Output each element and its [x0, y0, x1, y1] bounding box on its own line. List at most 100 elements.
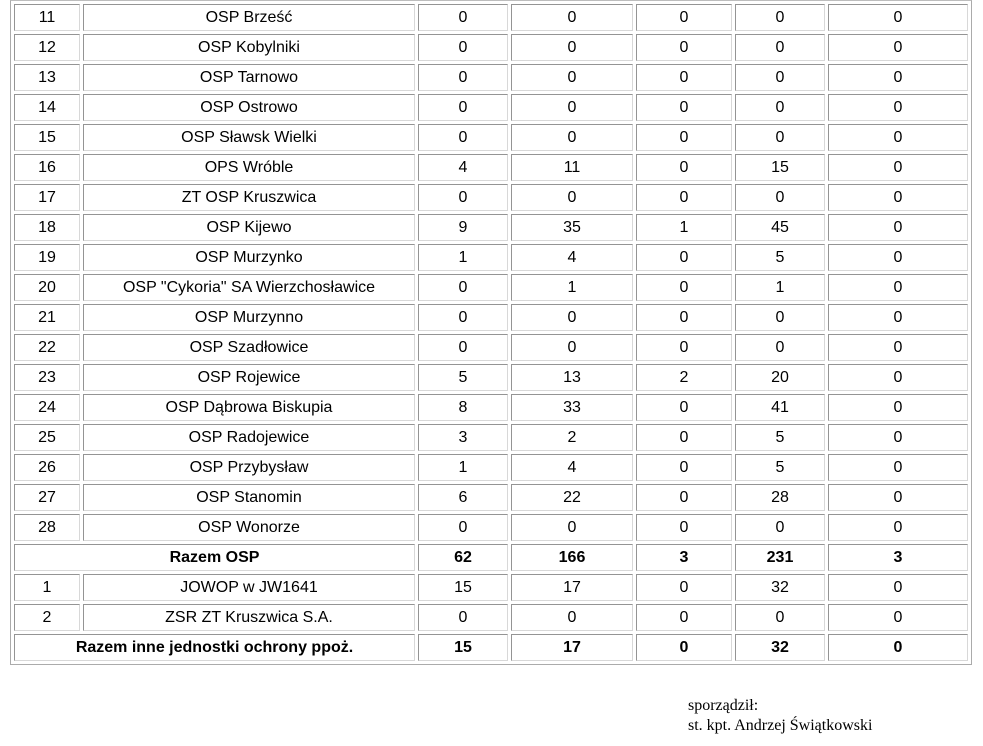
value-cell: 22: [511, 484, 633, 511]
value-cell: 0: [735, 304, 825, 331]
value-cell: 2: [511, 424, 633, 451]
value-cell: 0: [828, 334, 968, 361]
value-cell: 3: [636, 544, 732, 571]
value-cell: 3: [828, 544, 968, 571]
value-cell: 13: [511, 364, 633, 391]
total-label-cell: Razem OSP: [14, 544, 415, 571]
value-cell: 5: [735, 454, 825, 481]
row-number-cell: 25: [14, 424, 80, 451]
table-row: 1 JOWOP w JW1641 15 17 0 32 0: [14, 574, 968, 601]
row-number-cell: 12: [14, 34, 80, 61]
value-cell: 15: [418, 574, 508, 601]
value-cell: 0: [735, 124, 825, 151]
value-cell: 0: [828, 124, 968, 151]
row-number-cell: 17: [14, 184, 80, 211]
value-cell: 0: [636, 334, 732, 361]
value-cell: 0: [828, 34, 968, 61]
value-cell: 28: [735, 484, 825, 511]
value-cell: 0: [735, 604, 825, 631]
table-body: 11 OSP Brześć 0 0 0 0 0 12 OSP Kobylniki…: [14, 4, 968, 661]
value-cell: 0: [828, 634, 968, 661]
value-cell: 0: [735, 64, 825, 91]
value-cell: 0: [511, 334, 633, 361]
value-cell: 0: [636, 4, 732, 31]
fire-units-report-table: 11 OSP Brześć 0 0 0 0 0 12 OSP Kobylniki…: [10, 0, 972, 665]
table-row: 23 OSP Rojewice 5 13 2 20 0: [14, 364, 968, 391]
row-number-cell: 16: [14, 154, 80, 181]
table-row: 20 OSP "Cykoria" SA Wierzchosławice 0 1 …: [14, 274, 968, 301]
total-row: Razem OSP 62 166 3 231 3: [14, 544, 968, 571]
value-cell: 0: [418, 124, 508, 151]
value-cell: 3: [418, 424, 508, 451]
table-row: 2 ZSR ZT Kruszwica S.A. 0 0 0 0 0: [14, 604, 968, 631]
value-cell: 0: [636, 304, 732, 331]
value-cell: 0: [636, 94, 732, 121]
total-label-cell: Razem inne jednostki ochrony ppoż.: [14, 634, 415, 661]
unit-name-cell: JOWOP w JW1641: [83, 574, 415, 601]
unit-name-cell: OSP Przybysław: [83, 454, 415, 481]
value-cell: 20: [735, 364, 825, 391]
table-row: 27 OSP Stanomin 6 22 0 28 0: [14, 484, 968, 511]
value-cell: 0: [636, 484, 732, 511]
value-cell: 0: [828, 304, 968, 331]
value-cell: 5: [418, 364, 508, 391]
value-cell: 0: [735, 4, 825, 31]
table-row: 28 OSP Wonorze 0 0 0 0 0: [14, 514, 968, 541]
table-row: 22 OSP Szadłowice 0 0 0 0 0: [14, 334, 968, 361]
value-cell: 0: [636, 64, 732, 91]
prepared-by-label: sporządził:: [688, 697, 759, 714]
table-row: 12 OSP Kobylniki 0 0 0 0 0: [14, 34, 968, 61]
value-cell: 0: [418, 4, 508, 31]
value-cell: 0: [828, 4, 968, 31]
row-number-cell: 28: [14, 514, 80, 541]
unit-name-cell: ZT OSP Kruszwica: [83, 184, 415, 211]
value-cell: 0: [636, 604, 732, 631]
value-cell: 0: [418, 604, 508, 631]
value-cell: 0: [828, 514, 968, 541]
row-number-cell: 21: [14, 304, 80, 331]
table-row: 26 OSP Przybysław 1 4 0 5 0: [14, 454, 968, 481]
value-cell: 62: [418, 544, 508, 571]
value-cell: 0: [735, 34, 825, 61]
value-cell: 0: [636, 514, 732, 541]
value-cell: 0: [828, 184, 968, 211]
value-cell: 166: [511, 544, 633, 571]
value-cell: 0: [636, 154, 732, 181]
value-cell: 0: [828, 484, 968, 511]
row-number-cell: 15: [14, 124, 80, 151]
value-cell: 0: [828, 244, 968, 271]
value-cell: 15: [418, 634, 508, 661]
unit-name-cell: OSP Rojewice: [83, 364, 415, 391]
unit-name-cell: OSP Tarnowo: [83, 64, 415, 91]
value-cell: 0: [511, 604, 633, 631]
table-row: 19 OSP Murzynko 1 4 0 5 0: [14, 244, 968, 271]
value-cell: 0: [418, 334, 508, 361]
value-cell: 0: [511, 64, 633, 91]
table-row: 21 OSP Murzynno 0 0 0 0 0: [14, 304, 968, 331]
unit-name-cell: OSP Murzynko: [83, 244, 415, 271]
value-cell: 0: [418, 304, 508, 331]
value-cell: 1: [418, 244, 508, 271]
unit-name-cell: OSP Szadłowice: [83, 334, 415, 361]
row-number-cell: 13: [14, 64, 80, 91]
value-cell: 0: [828, 94, 968, 121]
unit-name-cell: OSP Radojewice: [83, 424, 415, 451]
table-row: 13 OSP Tarnowo 0 0 0 0 0: [14, 64, 968, 91]
value-cell: 0: [735, 184, 825, 211]
value-cell: 0: [636, 394, 732, 421]
value-cell: 0: [636, 124, 732, 151]
value-cell: 0: [828, 214, 968, 241]
value-cell: 0: [418, 514, 508, 541]
value-cell: 0: [511, 34, 633, 61]
value-cell: 15: [735, 154, 825, 181]
value-cell: 0: [636, 634, 732, 661]
table-row: 17 ZT OSP Kruszwica 0 0 0 0 0: [14, 184, 968, 211]
value-cell: 1: [636, 214, 732, 241]
value-cell: 17: [511, 634, 633, 661]
value-cell: 0: [636, 34, 732, 61]
row-number-cell: 19: [14, 244, 80, 271]
value-cell: 0: [735, 334, 825, 361]
total-row: Razem inne jednostki ochrony ppoż. 15 17…: [14, 634, 968, 661]
value-cell: 0: [828, 64, 968, 91]
